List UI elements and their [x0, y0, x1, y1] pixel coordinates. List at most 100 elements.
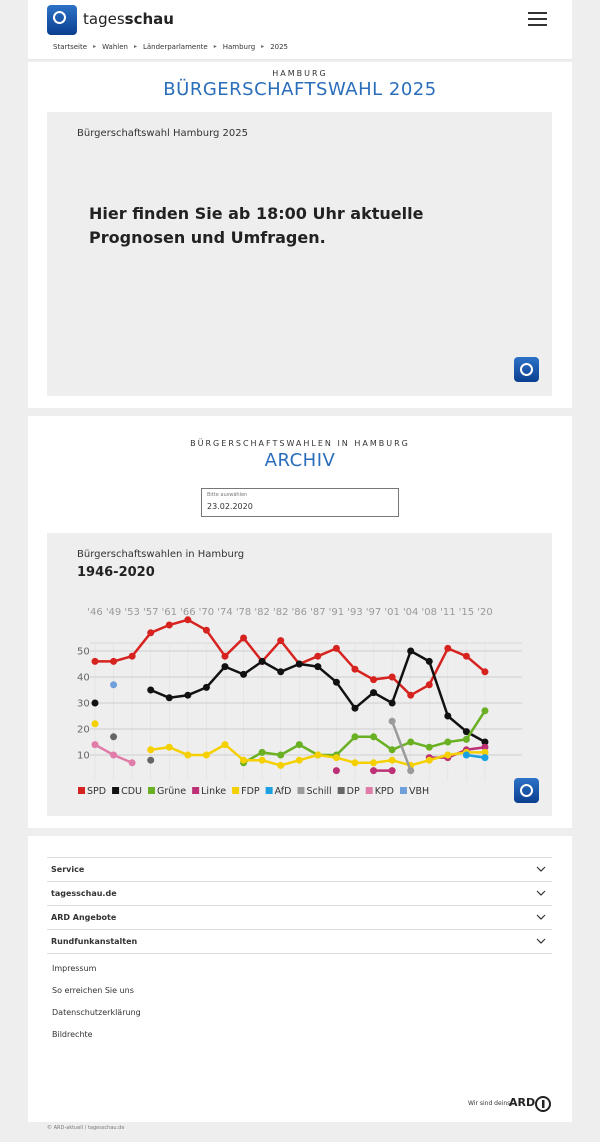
x-tick-label: '49 — [106, 607, 121, 618]
chevron — [536, 938, 546, 944]
data-point — [221, 741, 229, 749]
series-line — [95, 618, 486, 697]
data-point — [332, 644, 340, 652]
data-point — [388, 673, 396, 681]
data-point — [184, 691, 192, 699]
x-tick-label: '61 — [162, 607, 177, 618]
x-tick-label: '20 — [477, 607, 492, 618]
crumb-link[interactable]: Länderparlamente — [142, 43, 208, 51]
brand[interactable]: tagesschau — [83, 10, 174, 28]
section-label: tagesschau.de — [51, 889, 117, 898]
header: tagesschau — [28, 0, 572, 60]
data-point — [388, 717, 396, 725]
data-point — [258, 748, 266, 756]
data-point — [165, 694, 173, 702]
data-point — [240, 756, 248, 764]
data-point — [258, 657, 266, 665]
data-point — [444, 751, 452, 759]
data-point — [295, 660, 303, 668]
y-tick-label: 10 — [77, 751, 90, 762]
x-tick-label: '87 — [310, 607, 325, 618]
data-point — [462, 728, 470, 736]
legend-label: Schill — [306, 786, 331, 797]
kicker: BÜRGERSCHAFTSWAHLEN IN HAMBURG — [190, 439, 410, 448]
data-point — [388, 767, 396, 775]
data-point — [277, 751, 285, 759]
chart: Bürgerschaftswahlen in Hamburg 1946-2020… — [77, 549, 522, 797]
crumb-separator: ▸ — [93, 43, 97, 50]
legend-swatch — [147, 787, 155, 794]
chart-box: Bürgerschaftswahlen in Hamburg 1946-2020… — [47, 533, 552, 816]
footer-link[interactable]: Bildrechte — [52, 1030, 93, 1039]
data-point — [370, 759, 378, 767]
y-tick-label: 50 — [77, 647, 90, 658]
legend-swatch — [265, 787, 273, 794]
data-point — [240, 670, 248, 678]
data-point — [295, 741, 303, 749]
legend-swatch — [78, 787, 85, 794]
data-point — [110, 681, 118, 689]
data-point — [110, 657, 118, 665]
y-tick-label: 30 — [77, 699, 90, 710]
section-label: Service — [51, 865, 85, 874]
section-title: ARCHIV — [264, 450, 336, 471]
data-point — [351, 704, 359, 712]
chevron — [536, 890, 546, 896]
ard-logo[interactable]: ARD — [509, 1096, 536, 1109]
data-point — [147, 686, 155, 694]
data-point — [110, 733, 118, 741]
logo-badge — [514, 357, 539, 382]
slogan: Wir sind deins. — [468, 1100, 513, 1107]
footer-section[interactable]: tagesschau.de — [47, 881, 552, 906]
footer-link[interactable]: Datenschutzerklärung — [52, 1008, 141, 1017]
brand-suffix: schau — [124, 10, 174, 28]
crumb-link[interactable]: Wahlen — [102, 43, 128, 51]
data-point — [407, 767, 415, 775]
select-box[interactable]: Bitte auswählen 23.02.2020 — [201, 488, 399, 517]
data-point — [314, 751, 322, 759]
section-label: Rundfunkanstalten — [51, 937, 138, 946]
data-point — [462, 652, 470, 660]
footer-section[interactable]: Service — [47, 857, 552, 882]
footer-link[interactable]: Impressum — [52, 964, 97, 973]
footer-link[interactable]: So erreichen Sie uns — [52, 986, 134, 995]
crumb-link[interactable]: Startseite — [53, 43, 88, 51]
crumb-separator: ▸ — [261, 43, 265, 50]
data-point — [202, 683, 210, 691]
data-point — [314, 652, 322, 660]
crumb-link[interactable]: 2025 — [270, 43, 289, 51]
legend-label: AfD — [275, 786, 292, 797]
x-tick-label: '08 — [422, 607, 437, 618]
data-point — [388, 699, 396, 707]
data-point — [481, 707, 489, 715]
data-point — [425, 743, 433, 751]
select-label: Bitte auswählen — [207, 492, 248, 498]
data-point — [332, 754, 340, 762]
data-point — [388, 746, 396, 754]
menu-button[interactable] — [528, 12, 548, 26]
tagesschau-logo[interactable] — [47, 5, 77, 35]
data-point — [407, 647, 415, 655]
footer — [28, 836, 572, 1122]
footer-section[interactable]: ARD Angebote — [47, 905, 552, 930]
x-tick-label: '11 — [440, 607, 455, 618]
data-point — [165, 621, 173, 629]
data-point — [444, 712, 452, 720]
data-point — [258, 756, 266, 764]
data-point — [202, 751, 210, 759]
footer-section[interactable]: Rundfunkanstalten — [47, 929, 552, 954]
logo-badge — [514, 778, 539, 803]
legend-label: KPD — [375, 786, 394, 797]
data-point — [425, 756, 433, 764]
x-tick-label: '91 — [329, 607, 344, 618]
x-tick-label: '66 — [180, 607, 195, 618]
x-tick-label: '01 — [384, 607, 399, 618]
crumb-link[interactable]: Hamburg — [222, 43, 256, 51]
data-point — [221, 652, 229, 660]
x-tick-label: '46 — [87, 607, 102, 618]
data-point — [407, 738, 415, 746]
x-tick-label: '57 — [143, 607, 158, 618]
box-title: Bürgerschaftswahl Hamburg 2025 — [77, 128, 248, 139]
legend-label: SPD — [87, 786, 106, 797]
